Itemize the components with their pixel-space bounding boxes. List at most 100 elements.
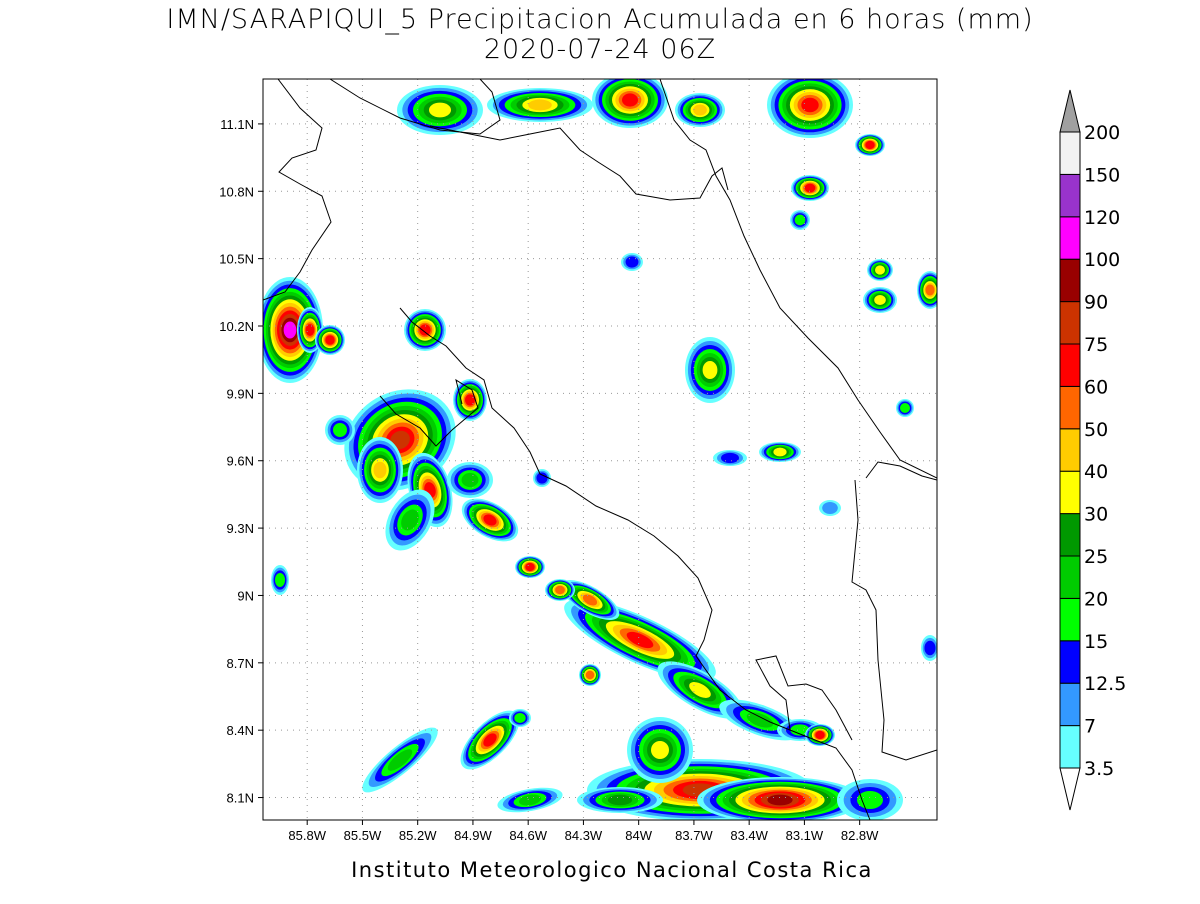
precip-contour (483, 514, 497, 526)
precip-contour (536, 472, 548, 484)
precip-contour (822, 502, 838, 514)
map-frame (262, 78, 938, 821)
x-tick-label: 85.8W (288, 828, 326, 843)
precip-contour (373, 461, 387, 479)
precip-contour (525, 562, 535, 572)
colorbar-label: 3.5 (1084, 758, 1114, 780)
coastline (379, 378, 479, 447)
precip-contour (305, 324, 315, 336)
coastline (659, 79, 937, 479)
colorbar-label: 200 (1084, 122, 1120, 144)
colorbar-segment (1059, 216, 1081, 260)
y-tick-label: 11.1N (220, 117, 254, 132)
colorbar-label: 100 (1084, 249, 1120, 271)
colorbar-segment (1059, 301, 1081, 345)
colorbar-label: 7 (1084, 716, 1096, 738)
colorbar-below (1059, 767, 1081, 811)
colorbar-segment (1059, 682, 1081, 727)
colorbar-label: 25 (1084, 546, 1108, 568)
precip-contour (325, 335, 335, 345)
colorbar-segment (1059, 470, 1081, 515)
precip-contour (773, 447, 787, 457)
colorbar-label: 60 (1084, 376, 1108, 398)
colorbar-above (1059, 89, 1081, 133)
precip-contour (275, 573, 285, 587)
precip-contour (390, 430, 410, 450)
x-tick-label: 84W (625, 828, 652, 843)
colorbar-label: 150 (1084, 164, 1120, 186)
colorbar-segment (1059, 555, 1081, 599)
footer: Instituto Meteorologico Nacional Costa R… (351, 858, 873, 882)
y-tick-label: 10.5N (219, 252, 254, 267)
precip-contour (804, 183, 816, 193)
precip-contour (465, 394, 475, 406)
precip-contour (875, 265, 885, 275)
y-tick-label: 8.1N (227, 791, 254, 806)
precip-contour (622, 93, 638, 107)
precip-contour (801, 97, 819, 113)
y-tick-label: 9.3N (227, 521, 254, 536)
colorbar-label: 120 (1084, 207, 1120, 229)
colorbar-label: 50 (1084, 419, 1108, 441)
y-tick-label: 8.7N (227, 656, 254, 671)
border (429, 125, 729, 201)
x-tick-label: 84.6W (509, 828, 547, 843)
map (263, 79, 937, 820)
colorbar-label: 15 (1084, 631, 1108, 653)
colorbar-segment (1059, 385, 1081, 430)
precip-contour (625, 256, 639, 268)
y-tick-label: 9N (237, 588, 254, 603)
title: IMN/SARAPIQUI_5 Precipitacion Acumulada … (166, 4, 1033, 35)
precip-contour (528, 99, 552, 111)
precip-contour (582, 594, 598, 606)
precip-contour (651, 741, 669, 759)
precip-contour (702, 361, 718, 379)
precip-contour (518, 794, 542, 806)
precip-contour (483, 733, 497, 747)
precip-contour (794, 214, 806, 226)
precip-contour (924, 640, 936, 656)
precip-contour (815, 730, 825, 740)
x-tick-label: 83.1W (786, 828, 824, 843)
precip-contour (429, 102, 451, 118)
colorbar-segment (1059, 258, 1081, 303)
precip-contour (857, 791, 883, 809)
colorbar-segment (1059, 173, 1081, 218)
colorbar-segment (1059, 428, 1081, 472)
precip-contour (900, 403, 910, 413)
precip-contour (693, 104, 707, 116)
precip-contour (514, 713, 526, 723)
x-tick-label: 83.7W (675, 828, 713, 843)
x-tick-label: 85.5W (344, 828, 382, 843)
x-tick-label: 84.3W (565, 828, 603, 843)
y-tick-label: 9.9N (227, 386, 254, 401)
precip-contour (283, 321, 297, 339)
precip-contour (419, 324, 431, 336)
precip-contour (333, 423, 347, 437)
precip-contour (874, 295, 886, 305)
colorbar-segment (1059, 597, 1081, 642)
precip-contour (721, 452, 739, 464)
precip-contour (555, 585, 565, 595)
colorbar-label: 20 (1084, 588, 1108, 610)
x-tick-label: 82.8W (841, 828, 879, 843)
colorbar-segment (1059, 513, 1081, 557)
colorbar-label: 75 (1084, 334, 1108, 356)
y-tick-label: 9.6N (227, 454, 254, 469)
precip-contour (925, 284, 935, 296)
colorbar-label: 40 (1084, 461, 1108, 483)
coastline (851, 479, 937, 761)
precip-contour (865, 140, 875, 150)
subtitle: 2020-07-24 06Z (484, 34, 716, 65)
x-tick-label: 83.4W (730, 828, 768, 843)
precip-contour (387, 749, 413, 771)
grid (263, 79, 937, 820)
precip-contour (767, 794, 793, 806)
colorbar: 3.5 7 12.5 15 20 25 30 40 50 60 75 90 100 120 150 200 (1059, 89, 1126, 811)
precip-contour (626, 631, 654, 649)
colorbar-segment (1059, 343, 1081, 387)
border (755, 655, 853, 741)
precip-contour (746, 712, 774, 728)
y-tick-label: 10.2N (219, 319, 254, 334)
